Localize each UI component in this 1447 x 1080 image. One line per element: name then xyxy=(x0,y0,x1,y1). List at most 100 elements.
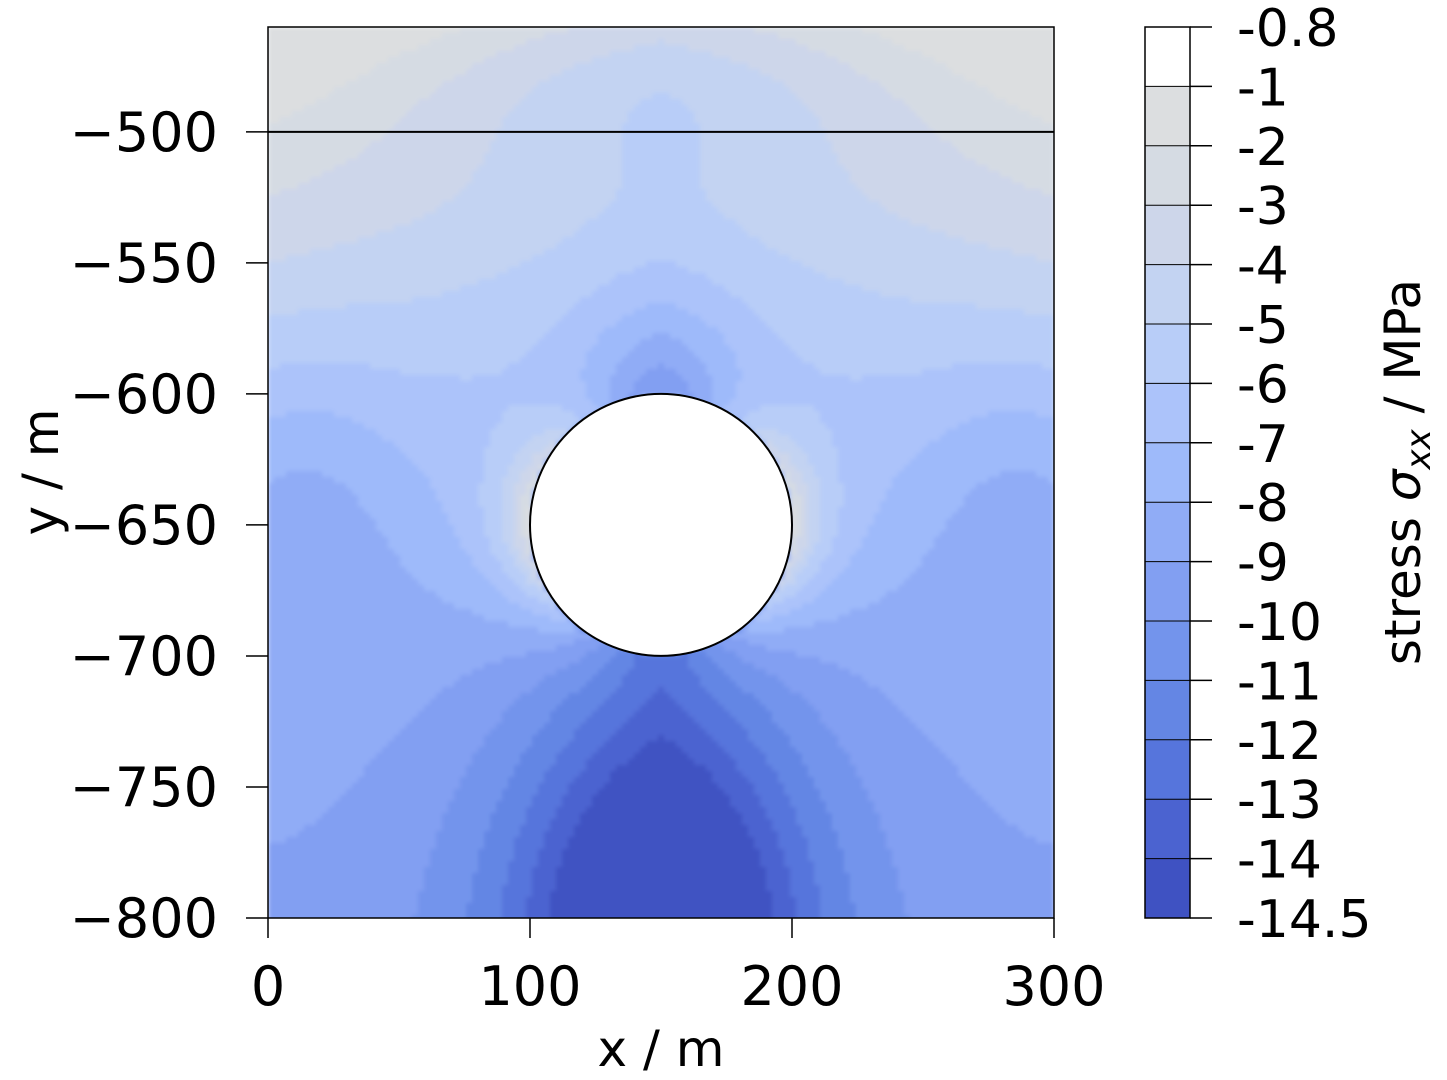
contour-cell xyxy=(694,99,701,106)
contour-cell xyxy=(724,51,731,58)
contour-cell xyxy=(568,27,575,34)
contour-cell xyxy=(1042,33,1049,40)
contour-cell xyxy=(718,189,725,196)
contour-cell xyxy=(754,123,761,130)
contour-cell xyxy=(940,111,947,118)
contour-cell xyxy=(814,177,821,184)
contour-cell xyxy=(334,171,341,178)
contour-cell xyxy=(652,33,659,40)
contour-cell xyxy=(700,153,707,160)
contour-cell xyxy=(916,141,923,148)
contour-cell xyxy=(268,123,275,130)
contour-cell xyxy=(610,117,617,124)
contour-cell xyxy=(382,75,389,82)
contour-cell xyxy=(688,183,695,190)
contour-cell xyxy=(772,201,779,208)
contour-cell xyxy=(910,123,917,130)
contour-cell xyxy=(466,87,473,94)
contour-cell xyxy=(640,33,647,40)
contour-cell xyxy=(1006,111,1013,118)
contour-cell xyxy=(490,153,497,160)
contour-cell xyxy=(418,51,425,58)
contour-cell xyxy=(778,45,785,52)
contour-cell xyxy=(736,39,743,46)
contour-cell xyxy=(346,39,353,46)
contour-cell xyxy=(664,51,671,58)
contour-cell xyxy=(640,159,647,166)
contour-cell xyxy=(922,75,929,82)
contour-cell xyxy=(1042,243,1049,250)
contour-cell xyxy=(676,219,683,226)
contour-cell xyxy=(700,51,707,58)
contour-cell xyxy=(448,147,455,154)
contour-cell xyxy=(754,33,761,40)
contour-cell xyxy=(1048,69,1054,76)
contour-cell xyxy=(424,153,431,160)
contour-cell xyxy=(856,87,863,94)
contour-cell xyxy=(934,51,941,58)
contour-cell xyxy=(1042,147,1049,154)
contour-cell xyxy=(490,177,497,184)
contour-cell xyxy=(556,153,563,160)
contour-cell xyxy=(448,213,455,220)
contour-cell xyxy=(1006,165,1013,172)
contour-cell xyxy=(682,93,689,100)
contour-cell xyxy=(778,87,785,94)
contour-cell xyxy=(880,111,887,118)
contour-cell xyxy=(736,105,743,112)
contour-cell xyxy=(382,87,389,94)
contour-cell xyxy=(874,27,881,34)
contour-cell xyxy=(472,117,479,124)
contour-cell xyxy=(994,195,1001,202)
contour-cell xyxy=(730,243,737,250)
contour-cell xyxy=(976,177,983,184)
contour-cell xyxy=(970,51,977,58)
contour-cell xyxy=(886,81,893,88)
contour-cell xyxy=(1018,93,1025,100)
contour-cell xyxy=(280,201,287,208)
contour-cell xyxy=(1024,219,1031,226)
contour-cell xyxy=(706,63,713,70)
contour-cell xyxy=(550,105,557,112)
contour-cell xyxy=(898,147,905,154)
contour-cell xyxy=(358,255,365,262)
contour-cell xyxy=(1048,99,1054,106)
contour-cell xyxy=(646,207,653,214)
contour-cell xyxy=(472,165,479,172)
contour-cell xyxy=(484,243,491,250)
contour-cell xyxy=(712,219,719,226)
contour-cell xyxy=(760,99,767,106)
contour-cell xyxy=(778,249,785,256)
contour-cell xyxy=(772,159,779,166)
contour-cell xyxy=(346,171,353,178)
contour-cell xyxy=(652,75,659,82)
contour-cell xyxy=(514,57,521,64)
contour-cell xyxy=(826,27,833,34)
contour-cell xyxy=(574,27,581,34)
contour-cell xyxy=(508,207,515,214)
contour-cell xyxy=(628,87,635,94)
contour-cell xyxy=(802,231,809,238)
contour-cell xyxy=(328,135,335,142)
contour-cell xyxy=(454,111,461,118)
contour-cell xyxy=(454,147,461,154)
contour-cell xyxy=(418,87,425,94)
contour-cell xyxy=(448,117,455,124)
contour-cell xyxy=(676,63,683,70)
contour-cell xyxy=(478,33,485,40)
contour-cell xyxy=(922,153,929,160)
contour-cell xyxy=(976,141,983,148)
contour-cell xyxy=(1000,219,1007,226)
contour-cell xyxy=(994,111,1001,118)
contour-cell xyxy=(268,33,275,40)
contour-cell xyxy=(616,159,623,166)
contour-cell xyxy=(964,57,971,64)
contour-cell xyxy=(280,153,287,160)
contour-cell xyxy=(382,189,389,196)
contour-cell xyxy=(652,231,659,238)
contour-cell xyxy=(340,153,347,160)
contour-cell xyxy=(280,231,287,238)
contour-cell xyxy=(628,231,635,238)
contour-cell xyxy=(904,159,911,166)
contour-cell xyxy=(844,237,851,244)
